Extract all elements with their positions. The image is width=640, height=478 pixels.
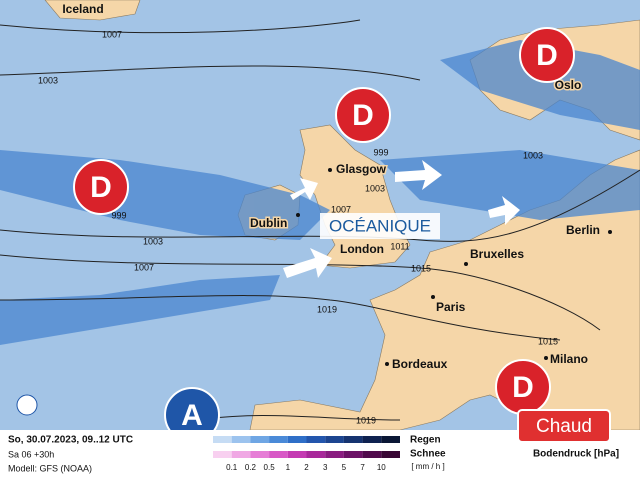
isobars	[0, 19, 640, 421]
center-label: D	[352, 99, 374, 132]
isobar-label: 1015	[411, 263, 431, 273]
isobar-label: 1015	[538, 336, 558, 346]
isobar-label: 1003	[38, 75, 58, 85]
rain-swatch	[343, 436, 363, 443]
rain-swatch	[250, 436, 270, 443]
rain-swatch	[381, 436, 400, 443]
scale-label: 0.2	[245, 463, 257, 472]
rain-swatch	[287, 436, 307, 443]
city-dot	[554, 81, 558, 85]
place-label: Iceland	[62, 2, 103, 16]
snow-swatch	[231, 451, 251, 458]
legend-rain: Regen	[410, 435, 441, 446]
place-label: Milano	[550, 352, 588, 366]
snow-swatch	[250, 451, 270, 458]
scale-label: 5	[342, 463, 347, 472]
place-label: London	[340, 242, 384, 256]
low-center	[335, 87, 391, 143]
legend-snow: Schnee	[410, 449, 446, 460]
place-label: Glasgow	[336, 162, 387, 176]
pressure-centers: D D D D A	[73, 27, 575, 443]
isobar-label: 999	[111, 210, 126, 220]
isobar-label: 999	[373, 147, 388, 157]
city-dot	[385, 362, 389, 366]
city-dot	[608, 230, 612, 234]
scale-label: 2	[304, 463, 309, 472]
legend-bars	[213, 436, 400, 458]
legend-unit: [ mm / h ]	[411, 462, 444, 471]
place-label: Berlin	[566, 223, 600, 237]
footer-model: Modell: GFS (NOAA)	[8, 463, 92, 473]
rain-swatch	[231, 436, 251, 443]
compass-icon	[16, 394, 38, 416]
place-label: Bruxelles	[470, 247, 524, 261]
snow-swatch	[213, 451, 232, 458]
city-dot	[544, 356, 548, 360]
isobar-label: 1007	[331, 204, 351, 214]
city-dot	[296, 213, 300, 217]
legend-pressure: Bodendruck [hPa]	[533, 449, 619, 460]
scale-label: 3	[323, 463, 328, 472]
snow-swatch	[362, 451, 382, 458]
snow-swatch	[343, 451, 363, 458]
center-label: A	[181, 399, 203, 432]
scale-label: 0.1	[226, 463, 238, 472]
badge-box	[517, 409, 611, 443]
rain-swatch	[306, 436, 326, 443]
place-label: Paris	[436, 300, 466, 314]
snow-swatch	[381, 451, 400, 458]
isobar-label: 1003	[143, 236, 163, 246]
center-label: D	[536, 39, 558, 72]
isobar-label: 1007	[102, 29, 122, 39]
rain-swatch	[213, 436, 232, 443]
snow-swatch	[269, 451, 288, 458]
cities: Iceland Oslo Glasgow Dublin London Bruxe…	[61, 1, 612, 373]
place-label: Oslo	[555, 78, 582, 92]
isobar-label: 1003	[365, 183, 385, 193]
city-dot	[431, 295, 435, 299]
wind-arrows	[283, 160, 520, 278]
isobar-label: 1019	[317, 304, 337, 314]
isobar-label: 1007	[134, 262, 154, 272]
isobar-label: 1019	[356, 415, 376, 425]
low-center	[519, 27, 575, 83]
scale-label: 1	[286, 463, 291, 472]
center-label: D	[512, 371, 534, 404]
isobar-labels: 1007 1003 999 1003 1007 1003 1007 1011 1…	[38, 29, 558, 425]
footer-run: Sa 06 +30h	[8, 449, 54, 459]
region-label: OCÉANIQUE	[329, 216, 431, 235]
city-dot	[464, 262, 468, 266]
snow-swatch	[306, 451, 326, 458]
isobar-label: 1011	[390, 241, 409, 251]
rain-swatch	[325, 436, 344, 443]
footer-date: So, 30.07.2023, 09..12 UTC	[8, 435, 133, 446]
snow-swatch	[325, 451, 344, 458]
scale-label: 7	[360, 463, 365, 472]
place-label: Bordeaux	[392, 357, 448, 371]
scale-label: 0.5	[264, 463, 276, 472]
city-dot	[328, 168, 332, 172]
legend-scale: 0.1 0.2 0.5 1 2 3 5 7 10	[226, 463, 386, 472]
region-box	[320, 213, 440, 239]
badge-label: Chaud	[536, 416, 592, 437]
scale-label: 10	[377, 463, 386, 472]
low-center	[73, 159, 129, 215]
center-label: D	[90, 171, 112, 204]
isobar-label: 1003	[523, 150, 543, 160]
place-label: Dublin	[250, 216, 287, 230]
rain-swatch	[362, 436, 382, 443]
snow-swatch	[287, 451, 307, 458]
rain-swatch	[269, 436, 288, 443]
